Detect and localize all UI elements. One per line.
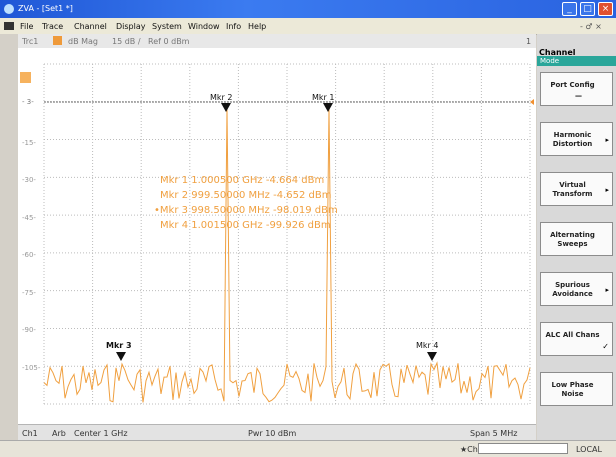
child-window-controls[interactable]: - ♂ ×: [580, 22, 602, 31]
y-label-1: -15-: [22, 139, 36, 147]
status-center[interactable]: Center 1 GHz: [74, 429, 128, 438]
menu-file[interactable]: File: [20, 22, 34, 31]
y-label-6: -90-: [22, 326, 36, 334]
document-icon: [4, 22, 14, 30]
maximize-button[interactable]: □: [580, 2, 595, 16]
trace-line: [43, 107, 531, 403]
left-strip: [0, 34, 18, 440]
trace-format[interactable]: dB Mag: [68, 37, 98, 46]
marker-1[interactable]: Mkr 1: [312, 93, 334, 112]
channel-indicator: ★Ch1:: [460, 445, 486, 454]
submenu-arrow-icon: ▸: [605, 286, 609, 294]
checkmark-icon: ✓: [602, 342, 609, 351]
softkey-mode-label: Mode: [540, 57, 560, 65]
marker-info-row: Mkr 1 1.000500 GHz -4.664 dBm: [160, 175, 324, 186]
alternating-sweeps-button[interactable]: Alternating Sweeps: [540, 222, 613, 256]
marker-4-icon: [427, 352, 437, 361]
y-label-2: -30-: [22, 176, 36, 184]
virtual-transform-button[interactable]: Virtual Transform ▸: [540, 172, 613, 206]
y-label-7: -105-: [22, 364, 41, 372]
marker-2-icon: [221, 103, 231, 112]
status-span[interactable]: Span 5 MHz: [470, 429, 518, 438]
menu-channel[interactable]: Channel: [74, 22, 107, 31]
trace-name[interactable]: Trc1: [22, 37, 39, 46]
menu-bar: File Trace Channel Display System Window…: [0, 18, 616, 35]
trace-scale[interactable]: 15 dB /: [112, 37, 141, 46]
submenu-arrow-icon: ▸: [605, 136, 609, 144]
marker-info-table: Mkr 1 1.000500 GHz -4.664 dBm Mkr 2 999.…: [154, 175, 338, 231]
bottom-status-bar: ★Ch1: LOCAL: [0, 440, 616, 457]
marker-info-row: Mkr 2 999.50000 MHz -4.652 dBm: [160, 190, 331, 201]
trace-number: 1: [526, 37, 532, 46]
marker-1-icon: [323, 103, 333, 112]
ref-arrow-icon: [530, 99, 534, 105]
trace-plot[interactable]: - 3- -15- -30- -45- -60- -75- -90- -105-…: [18, 48, 536, 424]
y-label-5: -75-: [22, 289, 36, 297]
marker-3-label: Mkr 3: [106, 341, 132, 350]
softkey-label: Alternating Sweeps: [550, 231, 595, 248]
status-power[interactable]: Pwr 10 dBm: [248, 429, 297, 438]
softkey-mode-tab: Mode: [537, 56, 616, 66]
port-config-button[interactable]: Port Config —: [540, 72, 613, 106]
ref-level-label: - 3-: [22, 98, 34, 106]
status-mode: Arb: [52, 429, 66, 438]
marker-4-label: Mkr 4: [416, 341, 438, 350]
local-indicator: LOCAL: [576, 445, 602, 454]
close-button[interactable]: ×: [598, 2, 613, 16]
marker-info-row: •Mkr 3 998.50000 MHz -98.019 dBm: [154, 205, 338, 216]
softkey-label: Harmonic Distortion: [552, 131, 593, 148]
marker-2-label: Mkr 2: [210, 93, 232, 102]
spurious-avoidance-button[interactable]: Spurious Avoidance ▸: [540, 272, 613, 306]
app-icon: [4, 4, 14, 14]
softkey-panel: Channel Mode Port Config — Harmonic Dist…: [537, 34, 616, 440]
channel-value-field[interactable]: [478, 443, 568, 454]
marker-1-label: Mkr 1: [312, 93, 334, 102]
marker-info-row: Mkr 4 1.001500 GHz -99.926 dBm: [160, 220, 331, 231]
menu-window[interactable]: Window: [188, 22, 220, 31]
plot-svg: - 3- -15- -30- -45- -60- -75- -90- -105-…: [20, 63, 534, 405]
submenu-arrow-icon: ▸: [605, 186, 609, 194]
low-phase-noise-button[interactable]: Low Phase Noise: [540, 372, 613, 406]
trace-tag-icon: [20, 72, 31, 83]
softkey-indicator: —: [575, 92, 582, 100]
minimize-button[interactable]: _: [562, 2, 577, 16]
softkey-label: Virtual Transform: [552, 181, 593, 198]
marker-2[interactable]: Mkr 2: [210, 93, 232, 112]
menu-info[interactable]: Info: [226, 22, 242, 31]
menu-system[interactable]: System: [152, 22, 182, 31]
softkey-label: Spurious Avoidance: [552, 281, 593, 298]
menu-display[interactable]: Display: [116, 22, 146, 31]
y-label-4: -60-: [22, 251, 36, 259]
marker-3[interactable]: Mkr 3: [106, 341, 132, 361]
marker-4[interactable]: Mkr 4: [416, 341, 438, 361]
channel-status-bar: Ch1 Arb Center 1 GHz Pwr 10 dBm Span 5 M…: [18, 424, 536, 441]
menu-help[interactable]: Help: [248, 22, 267, 31]
softkey-header: Channel: [539, 48, 576, 57]
title-bar: ZVA - [Set1 *] _ □ ×: [0, 0, 616, 18]
trace-color-swatch: [53, 36, 62, 45]
y-label-3: -45-: [22, 214, 36, 222]
menu-trace[interactable]: Trace: [42, 22, 64, 31]
status-channel[interactable]: Ch1: [22, 429, 38, 438]
alc-all-chans-button[interactable]: ALC All Chans ✓: [540, 322, 613, 356]
window-title: ZVA - [Set1 *]: [18, 4, 73, 13]
softkey-label: ALC All Chans: [545, 331, 600, 339]
harmonic-distortion-button[interactable]: Harmonic Distortion ▸: [540, 122, 613, 156]
marker-3-icon: [116, 352, 126, 361]
softkey-label: Port Config: [550, 81, 595, 89]
trace-info-bar[interactable]: Trc1 dB Mag 15 dB / Ref 0 dBm 1: [18, 34, 536, 49]
softkey-label: Low Phase Noise: [551, 381, 594, 398]
trace-ref[interactable]: Ref 0 dBm: [148, 37, 190, 46]
